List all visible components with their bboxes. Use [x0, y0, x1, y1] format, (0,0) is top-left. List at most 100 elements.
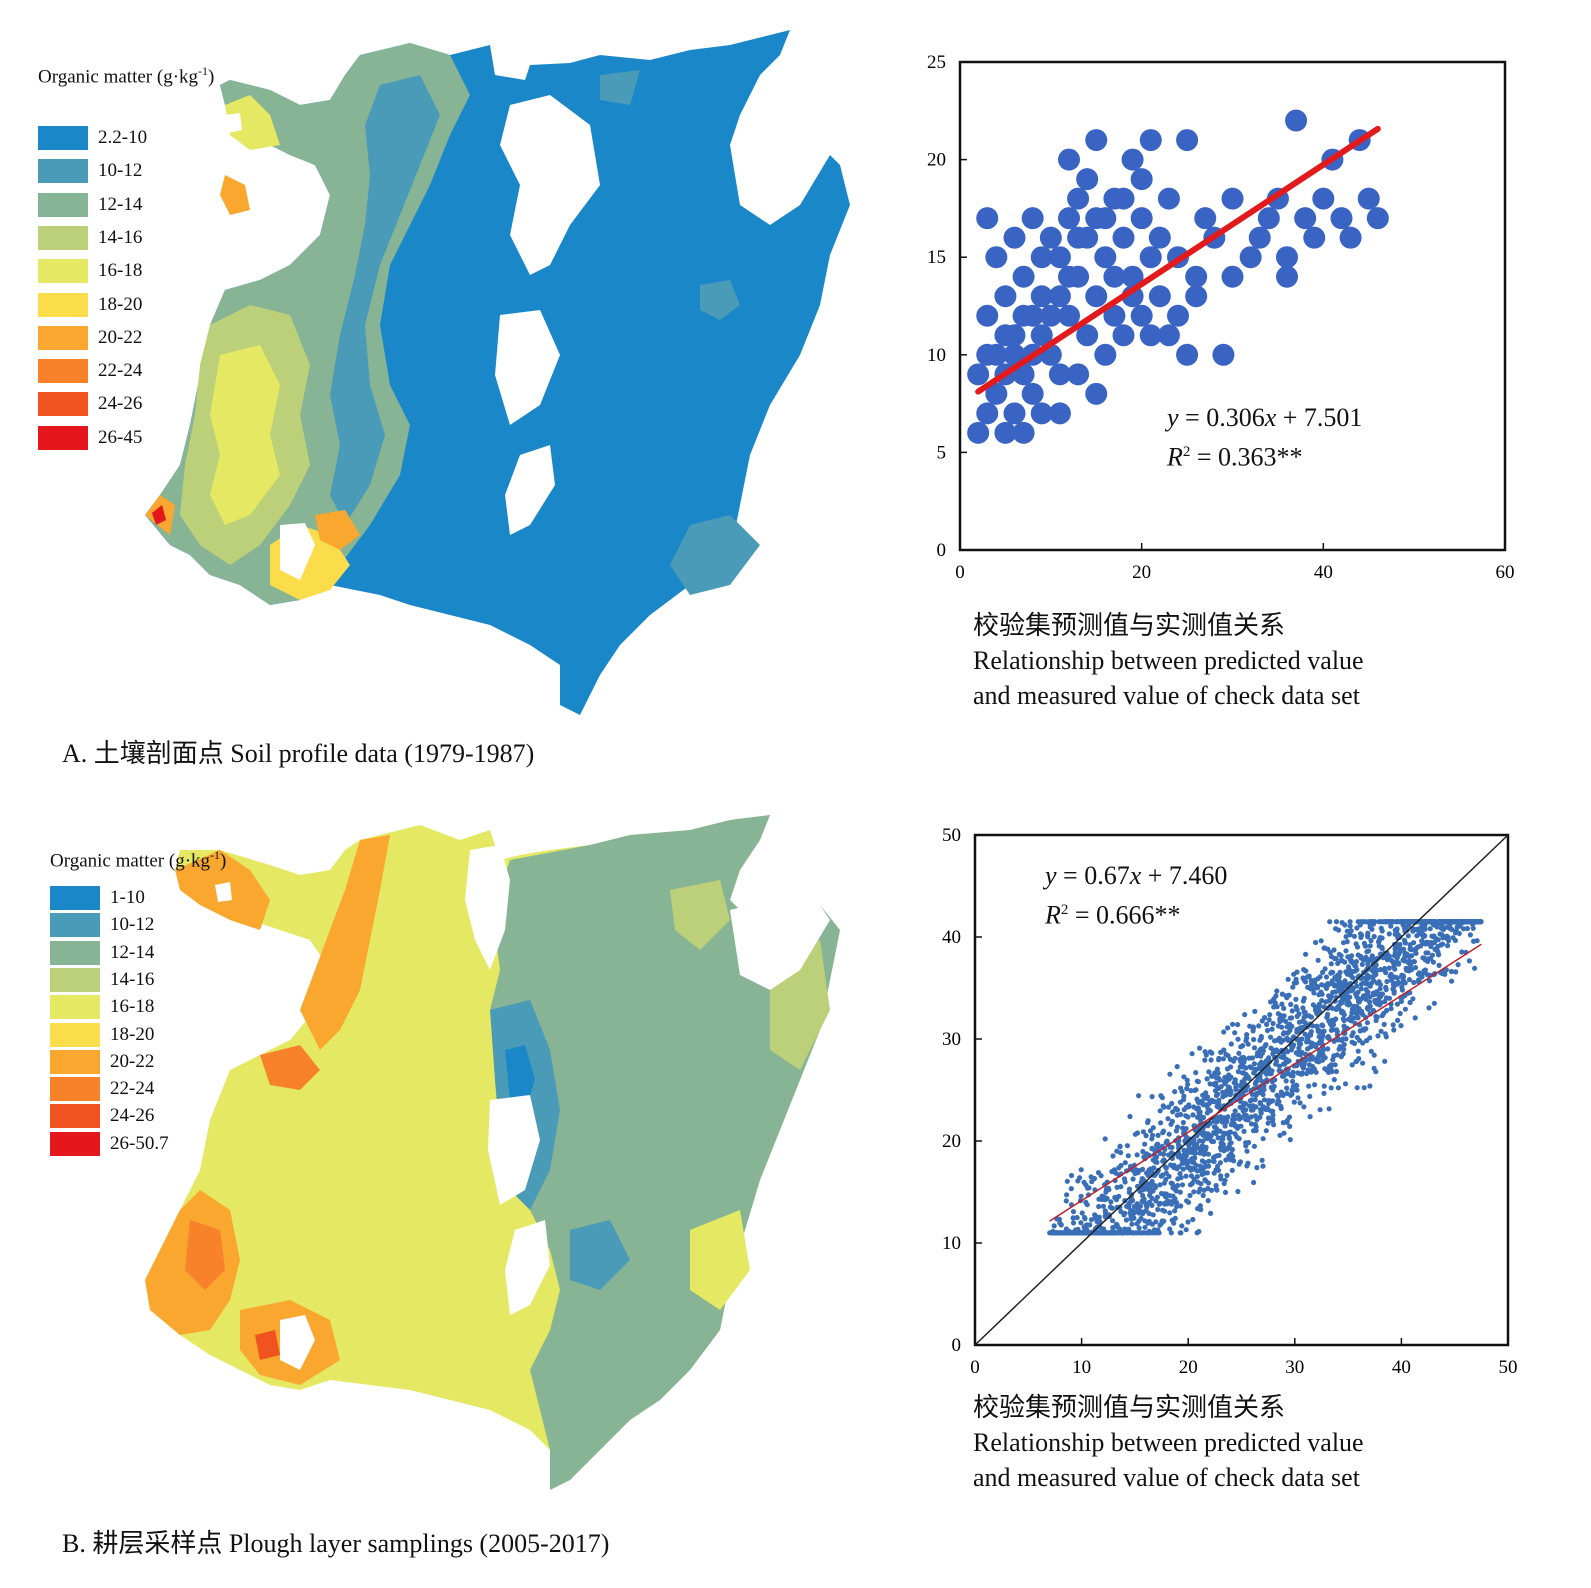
data-point	[1276, 246, 1298, 269]
data-point	[1279, 1091, 1285, 1097]
data-point	[1348, 1013, 1354, 1020]
data-point	[1377, 935, 1383, 941]
data-point	[1232, 1116, 1238, 1122]
data-point	[1067, 187, 1090, 210]
data-point	[1220, 1136, 1226, 1142]
legend-label: 10-12	[98, 160, 143, 182]
data-point	[1068, 1186, 1074, 1192]
data-point	[1295, 1095, 1301, 1101]
data-point	[1411, 940, 1417, 946]
data-point	[1260, 1163, 1266, 1169]
data-point	[1317, 1107, 1323, 1113]
data-point	[1299, 1070, 1305, 1076]
data-point	[1300, 1005, 1306, 1011]
data-point	[1377, 967, 1384, 973]
data-point	[1280, 1031, 1286, 1037]
data-point	[1278, 1105, 1284, 1112]
data-point	[1348, 928, 1354, 934]
legend-label: 12-14	[98, 193, 143, 215]
data-point	[1067, 363, 1090, 386]
data-point	[1306, 973, 1312, 979]
data-point	[1334, 1027, 1340, 1033]
y-tick-label: 0	[952, 1335, 962, 1356]
data-point	[1406, 977, 1413, 983]
data-point	[1283, 1048, 1289, 1055]
data-point	[1217, 1128, 1223, 1134]
data-point	[1440, 941, 1446, 947]
data-point	[1155, 1168, 1161, 1175]
data-point	[1388, 923, 1394, 929]
data-point	[1423, 950, 1429, 956]
data-point	[1166, 1131, 1172, 1137]
data-point	[1206, 1163, 1212, 1169]
data-point	[1231, 1058, 1237, 1064]
data-point	[1221, 1145, 1228, 1151]
data-point	[1301, 1009, 1307, 1015]
legend-swatch	[50, 1022, 100, 1047]
legend-a: Organic matter (g·kg-1) 2.2-10 10-12 12-14…	[38, 64, 238, 464]
data-point	[1147, 1200, 1153, 1206]
data-point	[1347, 923, 1353, 929]
data-point	[1110, 1218, 1116, 1224]
data-point	[1207, 1081, 1213, 1087]
data-point	[1122, 1160, 1128, 1166]
legend-swatch	[38, 292, 88, 317]
data-point	[1369, 953, 1375, 959]
data-point	[1359, 961, 1365, 967]
data-point	[1262, 1015, 1268, 1021]
data-point	[1194, 207, 1217, 230]
data-point	[1338, 1000, 1344, 1006]
data-point	[1386, 931, 1392, 937]
data-point	[1291, 1099, 1297, 1105]
data-point	[1255, 1050, 1261, 1056]
legend-swatch	[50, 940, 100, 965]
data-point	[1376, 943, 1382, 949]
map-b-legend-item: 14-16	[50, 967, 154, 992]
data-point	[1202, 1159, 1208, 1166]
data-point	[1349, 1062, 1355, 1068]
data-point	[1420, 934, 1427, 940]
data-point	[1131, 1203, 1137, 1209]
data-point	[1262, 1043, 1268, 1049]
data-point	[1257, 1114, 1263, 1120]
data-point	[1185, 1081, 1191, 1087]
data-point	[994, 285, 1017, 308]
data-point	[1297, 1036, 1303, 1043]
legend-swatch	[38, 259, 88, 284]
data-point	[1306, 1039, 1312, 1045]
data-point	[994, 324, 1017, 347]
data-point	[1186, 1104, 1192, 1110]
data-point	[1415, 971, 1421, 977]
legend-label: 14-16	[98, 226, 143, 248]
data-point	[1386, 995, 1393, 1001]
data-point	[1322, 1066, 1328, 1072]
data-point	[1356, 1037, 1362, 1043]
data-point	[1187, 1192, 1193, 1199]
data-point	[1130, 207, 1153, 230]
data-point	[1402, 940, 1408, 946]
data-point	[1248, 1107, 1254, 1113]
panel-a: Organic matter (g·kg-1) 2.2-10 10-12 12-14…	[0, 0, 1591, 790]
map-a-east-teal-2	[670, 515, 760, 595]
data-point	[1171, 1220, 1177, 1226]
map-a-nw-orange	[220, 175, 250, 215]
data-point	[1285, 1030, 1291, 1036]
data-point	[1324, 1014, 1330, 1020]
caption-a: A. 土壤剖面点 Soil profile data (1979-1987)	[62, 739, 535, 768]
data-point	[1228, 1064, 1234, 1070]
data-point	[1185, 1199, 1192, 1205]
data-point	[1351, 933, 1357, 939]
data-point	[1205, 1198, 1211, 1204]
data-point	[1391, 1027, 1397, 1033]
data-point	[1348, 972, 1354, 978]
data-point	[1253, 1104, 1259, 1110]
data-point	[1157, 1108, 1163, 1114]
data-point	[1177, 1171, 1183, 1177]
data-point	[1426, 956, 1432, 962]
data-point	[1085, 129, 1108, 152]
data-point	[1175, 1176, 1181, 1182]
data-point	[1314, 984, 1320, 990]
data-point	[1294, 1013, 1300, 1019]
data-point	[1146, 1218, 1152, 1224]
plot-frame	[958, 60, 1507, 552]
